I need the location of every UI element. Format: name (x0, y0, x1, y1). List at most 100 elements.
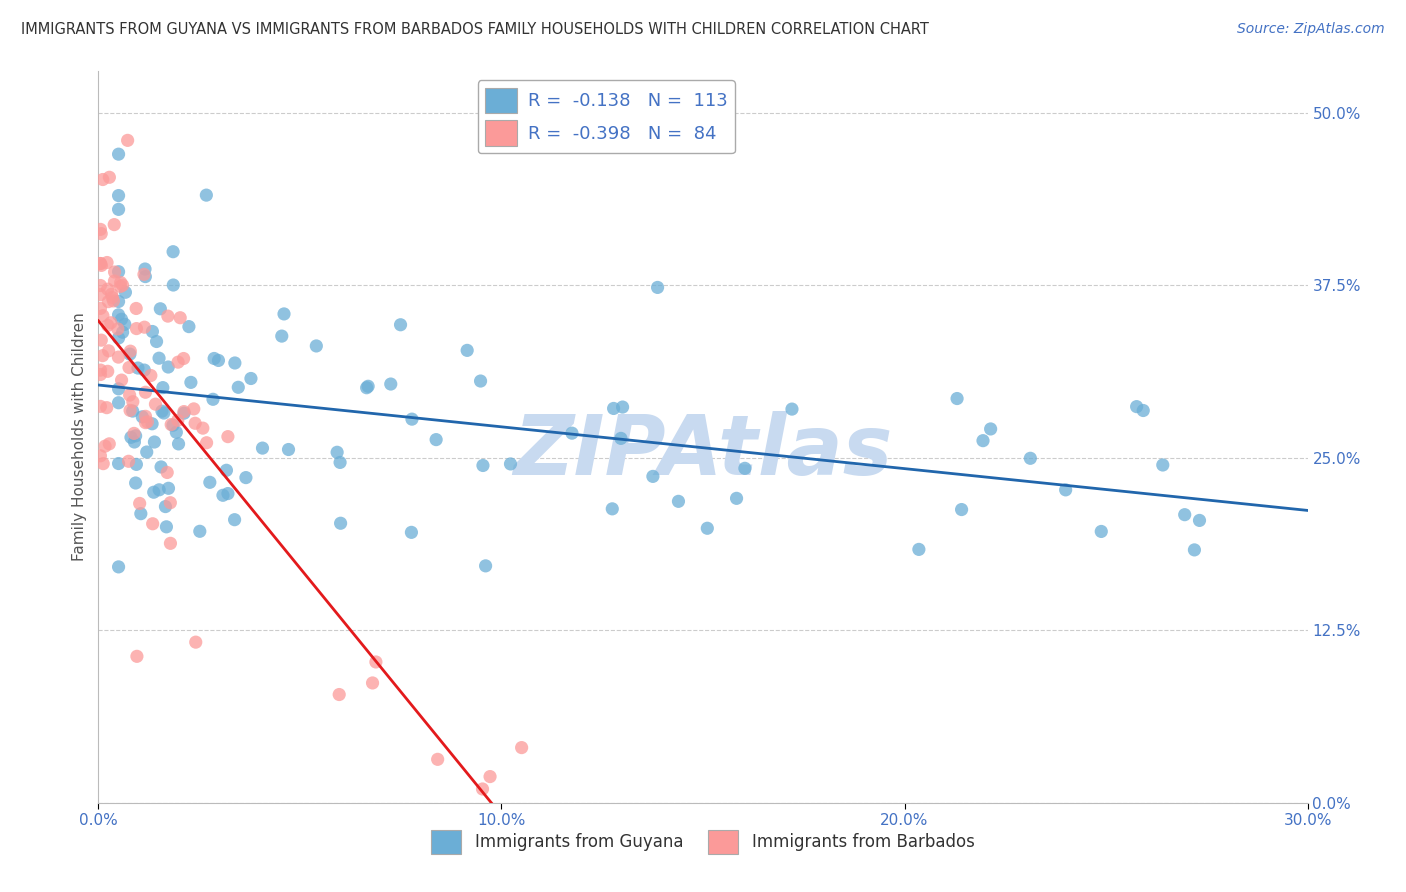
Point (1019, 451, 1042, 466)
Point (153, 406, 176, 420)
Point (117, 454, 139, 468)
Point (98, 437, 121, 451)
Point (110, 373, 132, 387)
Point (129, 507, 152, 521)
Point (198, 475, 221, 490)
Point (217, 429, 239, 443)
Point (1174, 508, 1197, 522)
Point (188, 524, 211, 539)
Point (152, 381, 174, 395)
Point (972, 434, 994, 448)
Point (273, 307, 295, 321)
Point (207, 353, 229, 368)
Point (101, 291, 124, 305)
Point (134, 320, 156, 334)
Point (1152, 458, 1174, 472)
Point (326, 445, 349, 459)
Point (136, 415, 159, 429)
Legend: Immigrants from Guyana, Immigrants from Barbados: Immigrants from Guyana, Immigrants from … (425, 823, 981, 860)
Point (202, 351, 225, 366)
Point (135, 445, 157, 459)
Point (110, 276, 132, 290)
Point (226, 380, 249, 394)
Point (89, 400, 111, 414)
Point (103, 218, 125, 232)
Point (107, 350, 129, 364)
Point (89, 256, 111, 270)
Y-axis label: Family Households with Children: Family Households with Children (72, 313, 87, 561)
Text: IMMIGRANTS FROM GUYANA VS IMMIGRANTS FROM BARBADOS FAMILY HOUSEHOLDS WITH CHILDR: IMMIGRANTS FROM GUYANA VS IMMIGRANTS FRO… (21, 22, 929, 37)
Point (103, 293, 125, 308)
Point (155, 520, 177, 534)
Point (145, 334, 167, 349)
Point (148, 483, 170, 497)
Point (110, 279, 132, 293)
Point (141, 417, 163, 431)
Point (90, 333, 112, 347)
Point (157, 481, 180, 495)
Point (90, 259, 112, 273)
Point (127, 361, 149, 376)
Point (97, 343, 120, 358)
Point (128, 496, 150, 510)
Point (277, 442, 299, 457)
Point (159, 536, 181, 550)
Point (155, 500, 177, 514)
Point (1132, 403, 1154, 417)
Point (111, 325, 134, 339)
Point (107, 457, 129, 471)
Point (474, 558, 496, 573)
Point (100, 287, 122, 301)
Point (118, 347, 141, 361)
Point (329, 455, 352, 469)
Text: Source: ZipAtlas.com: Source: ZipAtlas.com (1237, 22, 1385, 37)
Point (184, 417, 207, 431)
Point (212, 488, 235, 502)
Point (157, 359, 180, 374)
Point (177, 319, 200, 334)
Point (239, 371, 262, 385)
Point (107, 265, 129, 279)
Point (103, 265, 125, 279)
Point (201, 392, 224, 407)
Point (946, 392, 969, 406)
Point (696, 521, 718, 535)
Point (98, 170, 121, 185)
Point (107, 188, 129, 202)
Point (610, 431, 633, 445)
Point (173, 404, 195, 418)
Point (89, 449, 111, 463)
Point (156, 309, 179, 323)
Point (561, 426, 583, 441)
Point (169, 310, 191, 325)
Point (471, 782, 494, 797)
Point (471, 458, 494, 473)
Point (97, 364, 120, 378)
Point (160, 417, 183, 432)
Point (132, 268, 155, 282)
Point (329, 516, 352, 531)
Point (401, 525, 423, 540)
Point (124, 475, 146, 490)
Point (600, 501, 623, 516)
Point (107, 382, 129, 396)
Point (125, 321, 148, 335)
Point (139, 368, 162, 383)
Point (89, 222, 111, 236)
Point (380, 377, 402, 392)
Point (162, 278, 184, 293)
Point (224, 356, 246, 370)
Point (97, 282, 120, 296)
Point (107, 308, 129, 322)
Point (107, 560, 129, 574)
Point (1125, 400, 1147, 414)
Point (121, 394, 143, 409)
Point (235, 470, 257, 484)
Point (107, 202, 129, 217)
Point (217, 486, 239, 500)
Point (114, 285, 136, 300)
Point (162, 244, 184, 259)
Point (107, 331, 129, 345)
Point (364, 655, 387, 669)
Point (121, 404, 143, 418)
